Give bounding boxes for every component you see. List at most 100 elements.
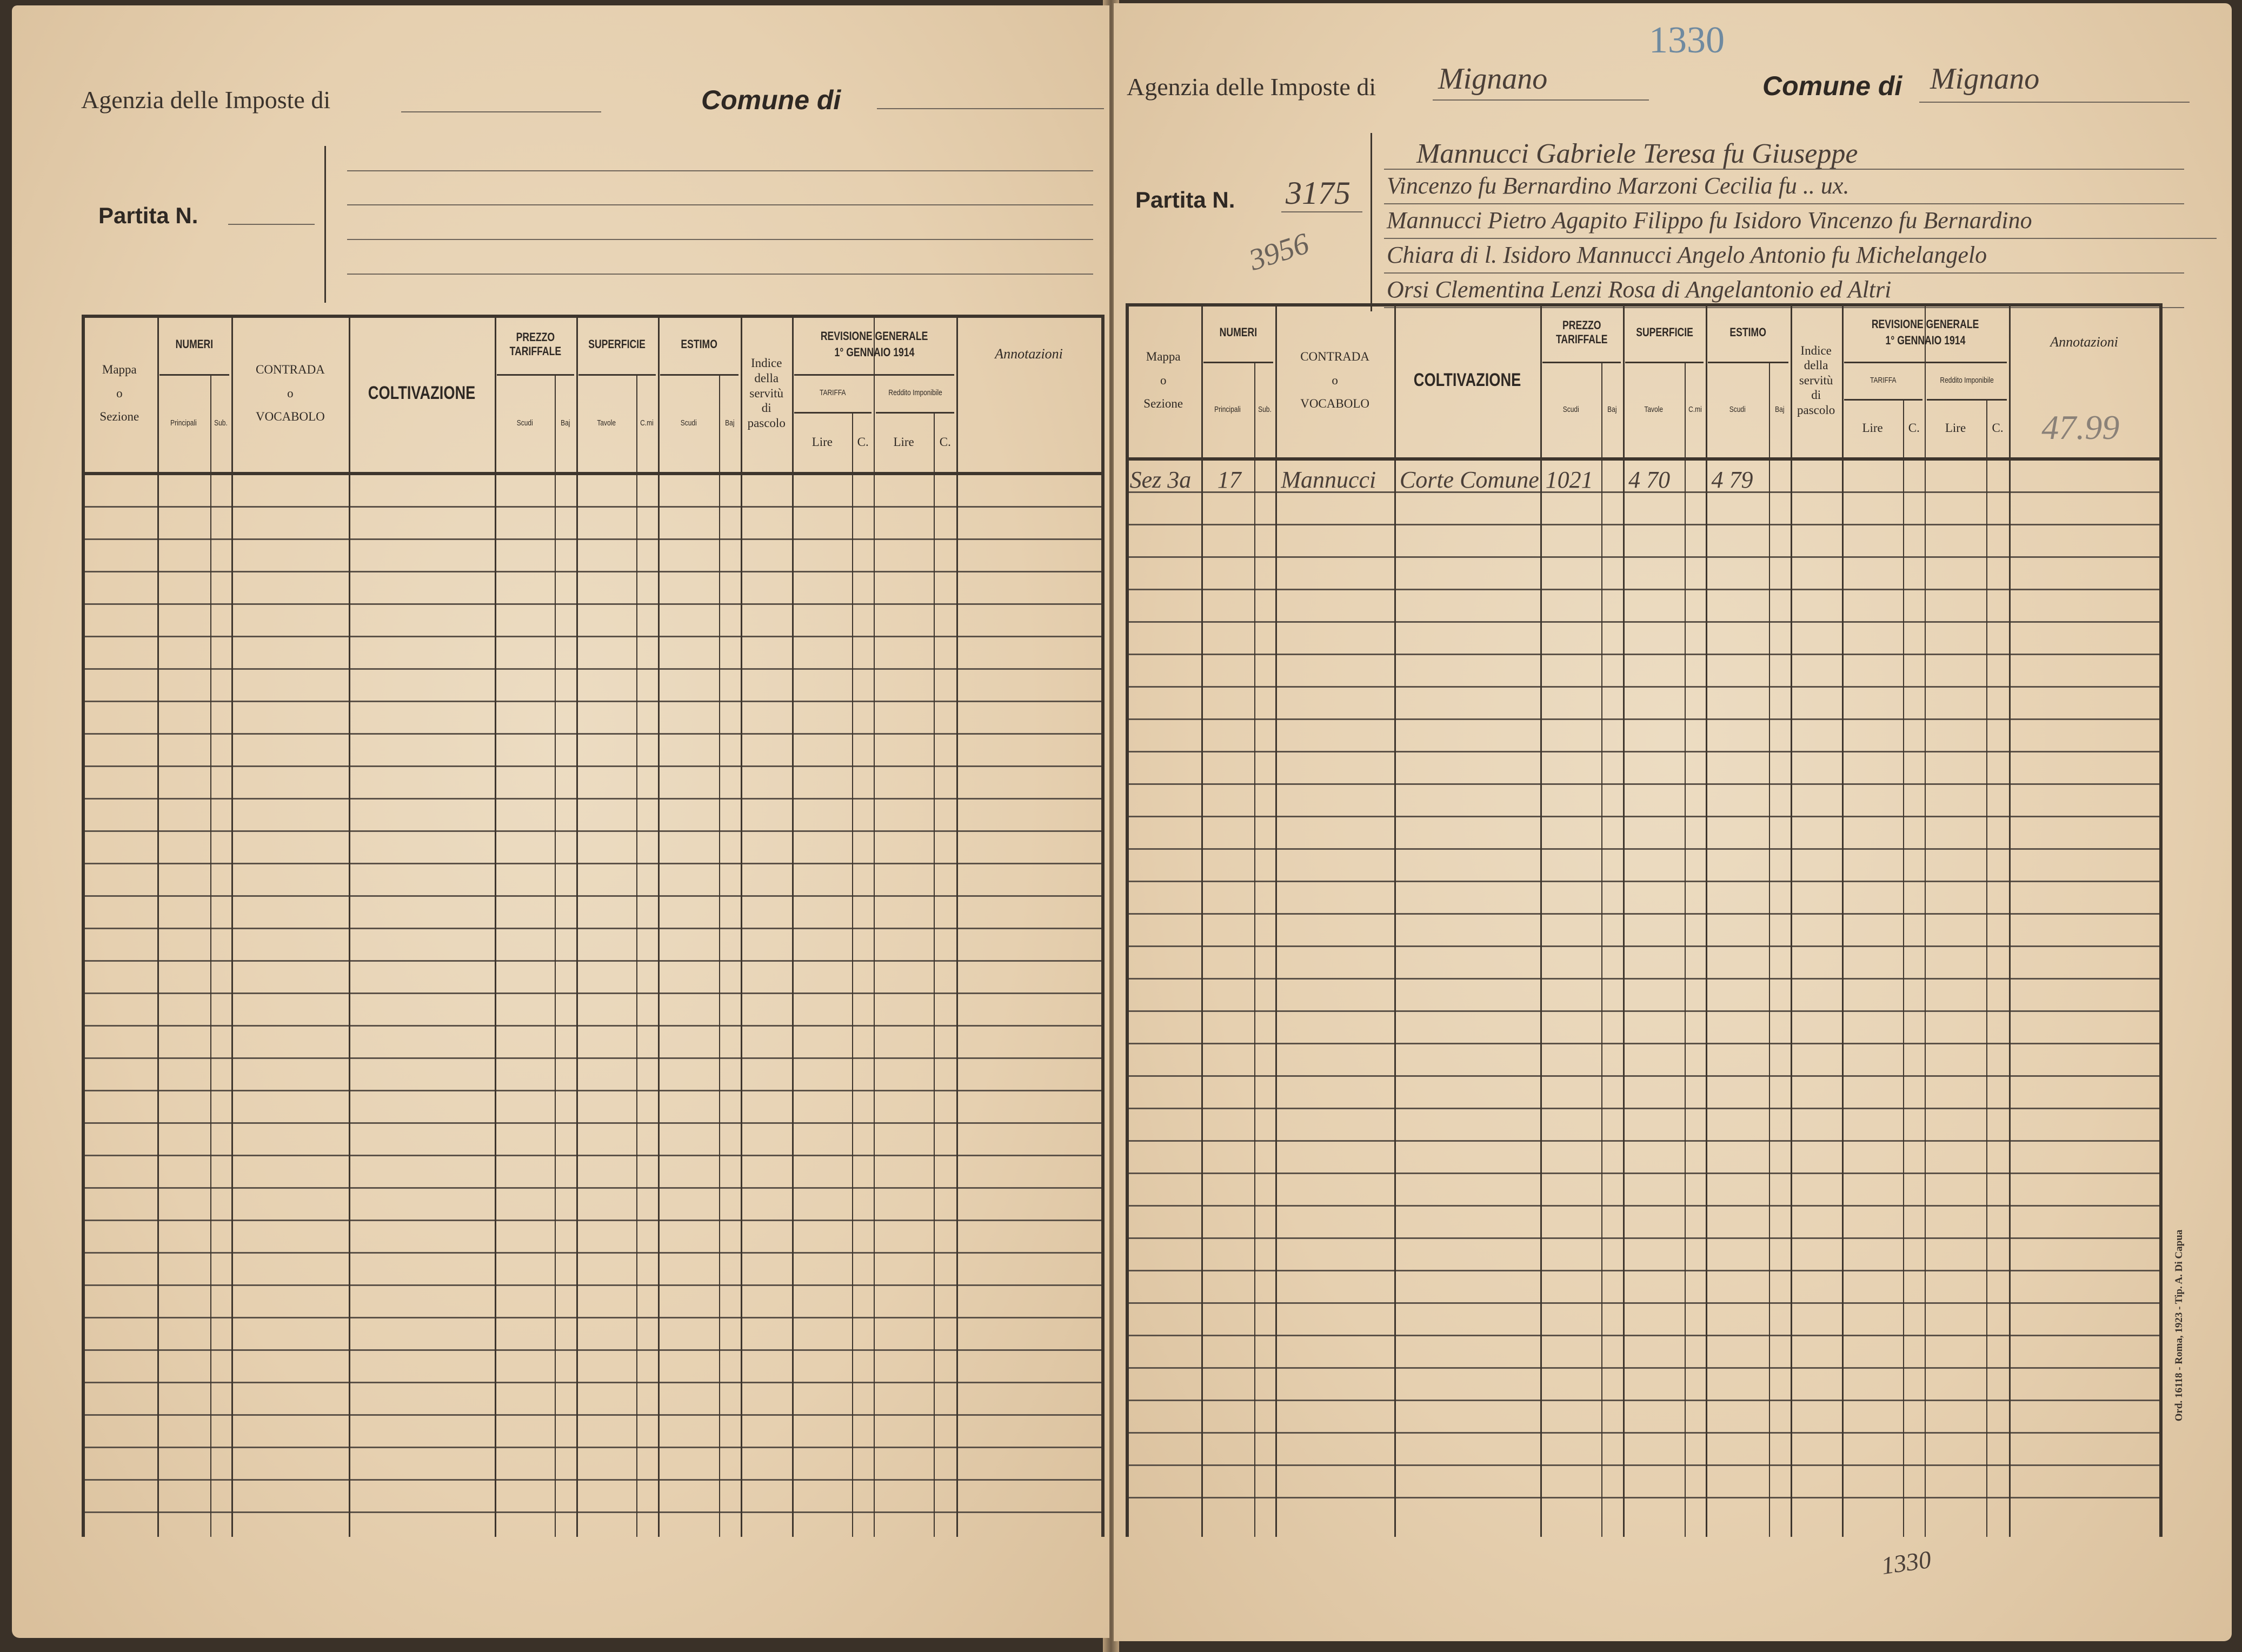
comune-value: Mignano <box>1930 62 2040 96</box>
header-tariffa-text: TARIFFA <box>820 388 846 398</box>
column-rule <box>576 314 578 1537</box>
column-rule <box>1125 303 1129 1537</box>
header-prezzo-tariffale: PREZZO TARIFFALE <box>495 315 576 375</box>
header-principali-text: Principali <box>1214 404 1241 414</box>
owner-line-3 <box>347 239 1093 240</box>
left-page: Agenzia delle Imposte di Comune di Parti… <box>12 5 1109 1638</box>
stamp-number: 1330 <box>1649 19 1725 61</box>
header-estimo: ESTIMO <box>658 315 741 375</box>
column-rule <box>1790 303 1792 1537</box>
header-annotazioni: Annotazioni <box>2009 303 2159 381</box>
owner-brace <box>324 146 326 303</box>
header-reddito-text: Reddito Imponibile <box>1940 375 1994 385</box>
header-baj: Baj <box>555 374 576 471</box>
header-scudi: Scudi <box>1706 362 1768 457</box>
header-principali: Principali <box>1201 362 1254 457</box>
header-scudi: Scudi <box>495 374 555 471</box>
subheader-rule <box>1708 362 1788 364</box>
land-register-table-left: Mappa o Sezione NUMERI Principali Sub. CONTRAD… <box>81 314 1105 1537</box>
header-baj-text: Baj <box>561 418 570 428</box>
header-prezzo-tariffale-text: PREZZO TARIFFALE <box>1555 318 1608 346</box>
header-mappa-text: o <box>1160 373 1167 387</box>
partita-alt-value: 3956 <box>1245 227 1313 277</box>
header-tavole-text: Tavole <box>597 418 616 428</box>
header-c: C. <box>934 412 956 472</box>
header-baj-text: Baj <box>1607 404 1617 414</box>
header-scudi-text: Scudi <box>1729 404 1746 414</box>
header-c: C. <box>852 412 874 472</box>
land-register-table-right: Mappa o Sezione NUMERI Principali Sub. CONTRAD… <box>1125 303 2163 1537</box>
header-cmi-text: C.mi <box>640 418 654 428</box>
header-superficie-text: SUPERFICIE <box>588 337 646 351</box>
header-revisione-text: REVISIONE GENERALE <box>821 329 928 343</box>
subheader-rule <box>1203 362 1274 364</box>
header-lire-text: Lire <box>893 435 914 449</box>
subheader-rule <box>159 374 230 376</box>
header-scudi: Scudi <box>658 374 720 471</box>
header-bottom-border <box>1125 457 2159 461</box>
column-rule <box>2009 303 2011 1537</box>
column-rule <box>934 412 935 1537</box>
header-lire-text: Lire <box>811 435 833 449</box>
header-superficie: SUPERFICIE <box>576 315 658 375</box>
header-indice: Indice della servitù di pascolo <box>1791 303 1842 458</box>
comune-field <box>1919 102 2190 103</box>
header-mappa: Mappa o Sezione <box>1126 303 1201 458</box>
header-superficie-text: SUPERFICIE <box>1635 325 1693 339</box>
header-scudi: Scudi <box>1540 362 1602 457</box>
header-tariffa-text: TARIFFA <box>1870 375 1897 385</box>
footer-number: 1330 <box>1879 1545 1933 1580</box>
column-rule <box>1768 362 1770 1537</box>
column-rule <box>1841 303 1844 1537</box>
owner-line-2 <box>347 204 1093 205</box>
agency-field <box>1433 99 1649 101</box>
header-lire: Lire <box>792 412 852 472</box>
subheader-rule <box>497 374 574 376</box>
header-indice-text: della <box>1804 358 1828 372</box>
header-annotazioni: Annotazioni <box>956 315 1101 393</box>
header-mappa: Mappa o Sezione <box>82 315 157 472</box>
owner-line-rule <box>1384 169 2184 170</box>
header-baj: Baj <box>1601 362 1623 457</box>
subheader-rule <box>578 374 656 376</box>
subheader-rule <box>1927 398 2007 401</box>
entry-coltivazione: Corte Comune <box>1399 467 1539 494</box>
header-numeri-text: NUMERI <box>175 337 214 351</box>
header-numeri-text: NUMERI <box>1219 325 1258 339</box>
header-indice-text: di <box>761 401 771 415</box>
header-revisione-text: REVISIONE GENERALE <box>1872 317 1979 331</box>
header-scudi-text: Scudi <box>680 418 697 428</box>
header-cmi-text: C.mi <box>1688 404 1702 414</box>
header-revisione: REVISIONE GENERALE 1° GENNAIO 1914 <box>1842 303 2009 362</box>
owner-name-line: Mannucci Pietro Agapito Filippo fu Isido… <box>1387 207 2032 234</box>
header-contrada-text: VOCABOLO <box>256 410 325 424</box>
header-baj-text: Baj <box>725 418 735 428</box>
right-page: Agenzia delle Imposte di Mignano 1330 Co… <box>1114 3 2232 1641</box>
header-revisione-text: 1° GENNAIO 1914 <box>1885 334 1966 347</box>
header-indice-text: della <box>754 371 779 385</box>
header-prezzo-tariffale-text: PREZZO TARIFFALE <box>509 330 562 358</box>
owner-line-1 <box>347 170 1093 171</box>
column-rule <box>657 314 660 1537</box>
comune-label: Comune di <box>701 85 841 115</box>
header-sub: Sub. <box>1254 362 1276 457</box>
owner-line-4 <box>347 274 1093 275</box>
owner-line-rule <box>1384 203 2184 204</box>
header-indice: Indice della servitù di pascolo <box>741 315 792 472</box>
partita-field <box>1281 211 1362 212</box>
header-scudi-text: Scudi <box>516 418 533 428</box>
table-top-border <box>81 314 1101 318</box>
column-rule <box>1254 362 1255 1537</box>
header-c-text: C. <box>1908 421 1920 435</box>
entry-estimo_scudi: 4 79 <box>1711 467 1753 494</box>
header-indice-text: pascolo <box>1797 403 1835 417</box>
header-baj: Baj <box>719 374 741 471</box>
owner-line-rule <box>1384 272 2184 274</box>
header-lire: Lire <box>1925 399 1986 458</box>
column-rule <box>1275 303 1278 1537</box>
header-mappa-text: Mappa <box>102 362 137 376</box>
header-annotazioni-text: Annotazioni <box>2050 334 2118 350</box>
subheader-rule <box>660 374 739 376</box>
header-tavole-text: Tavole <box>1644 404 1664 414</box>
column-rule <box>874 314 875 1537</box>
